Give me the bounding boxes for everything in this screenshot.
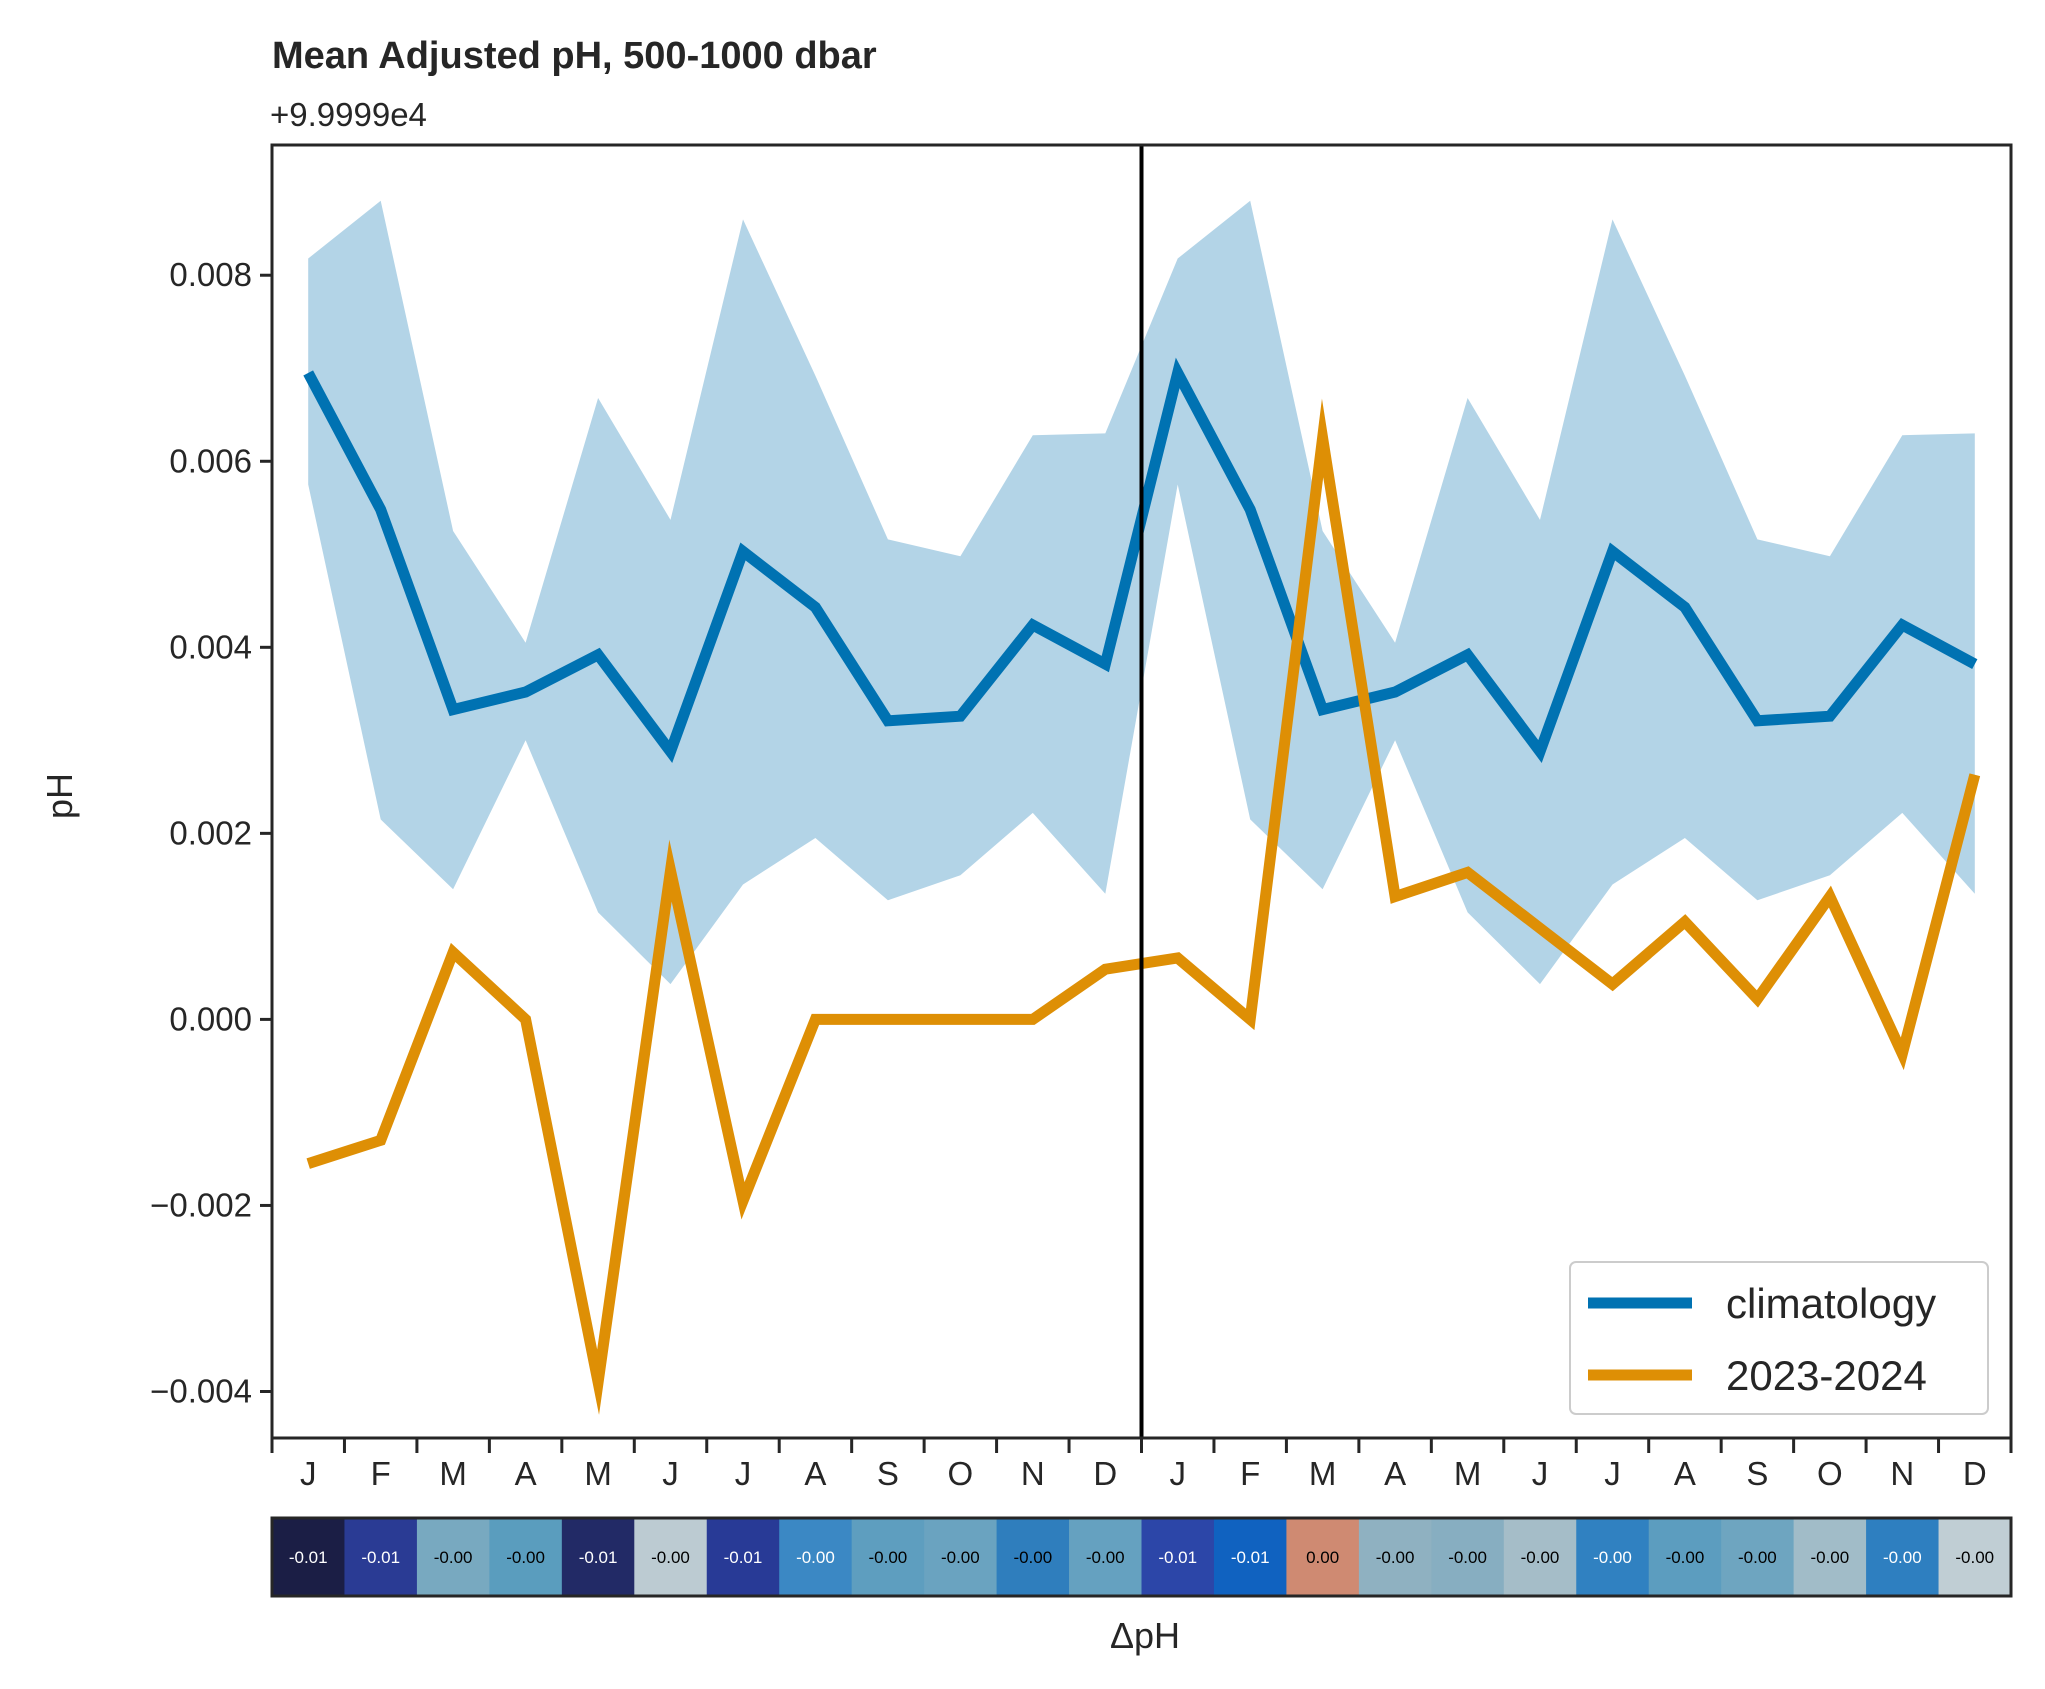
y-axis-ticks: −0.004 −0.002 0.000 0.002 0.004 0.006 0.008	[150, 256, 272, 1409]
x-tick-label: F	[1240, 1455, 1260, 1492]
delta-cell	[924, 1518, 998, 1596]
x-tick-label: M	[1309, 1455, 1337, 1492]
y-tick-label: 0.000	[169, 1000, 252, 1037]
delta-cell-label: -0.01	[361, 1548, 400, 1567]
delta-cell	[851, 1518, 925, 1596]
delta-cell-label: -0.01	[1158, 1548, 1197, 1567]
delta-strip-frame	[270, 1516, 2013, 1598]
chart-title: Mean Adjusted pH, 500-1000 dbar	[272, 35, 877, 77]
delta-cell-label: -0.00	[1666, 1548, 1705, 1567]
delta-ph-strip: -0.01 -0.01 -0.00 -0.00 -0.01 -0.00 -0.01 -0.00…	[270, 1516, 2013, 1598]
y-tick-label: 0.008	[169, 256, 252, 293]
x-tick-label: A	[1384, 1455, 1406, 1492]
delta-cell	[1721, 1518, 1795, 1596]
y-tick-label: −0.004	[150, 1372, 252, 1409]
delta-cell	[1793, 1518, 1867, 1596]
delta-cell-label: -0.00	[1521, 1548, 1560, 1567]
y-offset-label: +9.9999e4	[270, 96, 427, 133]
delta-cell	[1503, 1518, 1577, 1596]
x-tick-label: J	[735, 1455, 752, 1492]
x-tick-label: S	[877, 1455, 899, 1492]
y-tick-label: 0.004	[169, 628, 252, 665]
x-tick-label: J	[662, 1455, 679, 1492]
delta-cell-label: -0.00	[1086, 1548, 1125, 1567]
delta-cell-label: -0.00	[941, 1548, 980, 1567]
delta-cell	[1431, 1518, 1505, 1596]
delta-cell-label: -0.00	[1955, 1548, 1994, 1567]
x-tick-label: A	[1674, 1455, 1696, 1492]
x-tick-label: N	[1021, 1455, 1045, 1492]
delta-cell	[344, 1518, 418, 1596]
delta-cell	[1213, 1518, 1287, 1596]
delta-cell-label: -0.00	[1810, 1548, 1849, 1567]
delta-cell	[1938, 1518, 2012, 1596]
delta-cell-label: -0.00	[1013, 1548, 1052, 1567]
y-tick-label: 0.006	[169, 442, 252, 479]
delta-cell-label: -0.01	[724, 1548, 763, 1567]
legend: climatology 2023-2024	[1569, 1261, 1989, 1415]
delta-cell-label: -0.00	[1376, 1548, 1415, 1567]
delta-cell	[1358, 1518, 1432, 1596]
x-tick-label: J	[300, 1455, 317, 1492]
y-tick-label: 0.002	[169, 814, 252, 851]
delta-cell-label: -0.00	[434, 1548, 473, 1567]
delta-cell-label: -0.00	[796, 1548, 835, 1567]
x-tick-label: J	[1604, 1455, 1621, 1492]
x-tick-label: O	[1817, 1455, 1843, 1492]
delta-cell	[1866, 1518, 1940, 1596]
x-tick-label: S	[1746, 1455, 1768, 1492]
x-tick-label: M	[584, 1455, 612, 1492]
delta-cell	[272, 1518, 345, 1596]
y-axis-label: pH	[39, 773, 80, 819]
x-tick-label: A	[804, 1455, 826, 1492]
delta-cell-label: 0.00	[1306, 1548, 1339, 1567]
x-tick-label: D	[1093, 1455, 1117, 1492]
delta-cell	[706, 1518, 780, 1596]
delta-cell	[779, 1518, 853, 1596]
delta-cell	[1648, 1518, 1722, 1596]
delta-cell	[1576, 1518, 1650, 1596]
delta-cell-label: -0.00	[1738, 1548, 1777, 1567]
x-tick-label: J	[1169, 1455, 1186, 1492]
y-tick-label: −0.002	[150, 1186, 252, 1223]
delta-cell-label: -0.00	[869, 1548, 908, 1567]
delta-cell	[1069, 1518, 1142, 1596]
delta-cell	[1286, 1518, 1360, 1596]
x-tick-label: J	[1532, 1455, 1549, 1492]
delta-cell-label: -0.00	[651, 1548, 690, 1567]
delta-cell-label: -0.00	[1883, 1548, 1922, 1567]
x-axis-label: ΔpH	[1110, 1615, 1180, 1656]
legend-label: climatology	[1726, 1280, 1936, 1327]
x-tick-label: D	[1963, 1455, 1987, 1492]
delta-cell-label: -0.00	[506, 1548, 545, 1567]
delta-cell	[561, 1518, 635, 1596]
delta-cell-label: -0.00	[1593, 1548, 1632, 1567]
x-tick-label: O	[948, 1455, 974, 1492]
delta-cell-label: -0.01	[579, 1548, 618, 1567]
x-tick-label: M	[439, 1455, 467, 1492]
x-tick-label: N	[1890, 1455, 1914, 1492]
x-tick-label: A	[515, 1455, 537, 1492]
legend-label: 2023-2024	[1726, 1352, 1927, 1399]
delta-cell	[416, 1518, 490, 1596]
x-tick-label: M	[1454, 1455, 1482, 1492]
delta-cell-label: -0.01	[289, 1548, 328, 1567]
delta-cell	[489, 1518, 563, 1596]
delta-cell-label: -0.01	[1231, 1548, 1270, 1567]
delta-cell	[634, 1518, 708, 1596]
delta-cell	[1141, 1518, 1215, 1596]
delta-cell-label: -0.00	[1448, 1548, 1487, 1567]
delta-cell	[996, 1518, 1070, 1596]
x-tick-label: F	[371, 1455, 391, 1492]
